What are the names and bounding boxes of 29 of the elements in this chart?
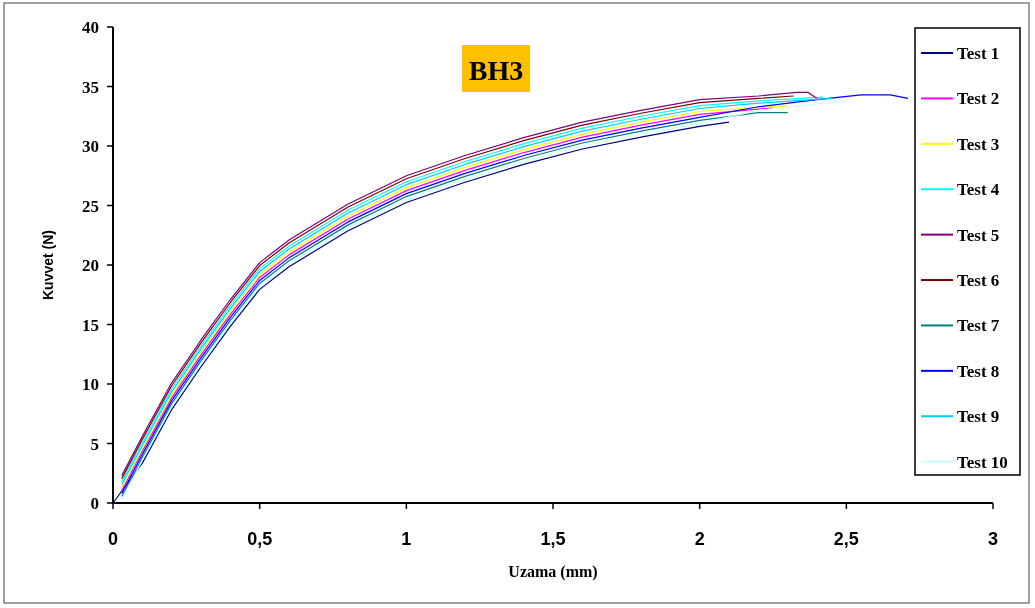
x-tick-label: 1,5 bbox=[540, 529, 566, 549]
x-axis-title: Uzama (mm) bbox=[508, 563, 598, 581]
y-tick-label: 0 bbox=[90, 494, 99, 513]
legend-label: Test 5 bbox=[957, 225, 1000, 245]
y-tick-label: 40 bbox=[82, 18, 99, 37]
x-tick-label: 2 bbox=[694, 529, 705, 549]
y-tick-label: 30 bbox=[82, 137, 99, 156]
y-axis-title: Kuvvet (N) bbox=[40, 229, 56, 301]
legend-label: Test 3 bbox=[957, 134, 1000, 154]
legend-label: Test 6 bbox=[957, 271, 1000, 291]
text: BH3 bbox=[468, 55, 524, 86]
legend-label: Test 1 bbox=[957, 44, 1000, 63]
x-tick-label: 2,5 bbox=[833, 529, 859, 549]
x-tick-label: 1 bbox=[401, 529, 412, 549]
y-tick-label: 5 bbox=[90, 434, 99, 454]
legend-label: Test 2 bbox=[957, 89, 1000, 109]
legend-label: Test 7 bbox=[957, 316, 1000, 336]
x-tick-label: 0,5 bbox=[247, 529, 273, 549]
y-tick-label: 15 bbox=[82, 315, 99, 335]
x-tick-label: 0 bbox=[107, 529, 119, 549]
legend-label: Test 4 bbox=[957, 180, 1000, 200]
legend-label: Test 10 bbox=[957, 452, 1008, 472]
y-tick-label: 20 bbox=[82, 256, 99, 275]
legend-label: Test 9 bbox=[957, 407, 1000, 427]
y-tick-label: 25 bbox=[82, 196, 99, 216]
y-tick-label: 35 bbox=[82, 77, 99, 97]
legend-label: Test 8 bbox=[957, 361, 1000, 381]
x-tick-label: 3 bbox=[987, 529, 999, 549]
y-tick-label: 10 bbox=[82, 375, 99, 394]
